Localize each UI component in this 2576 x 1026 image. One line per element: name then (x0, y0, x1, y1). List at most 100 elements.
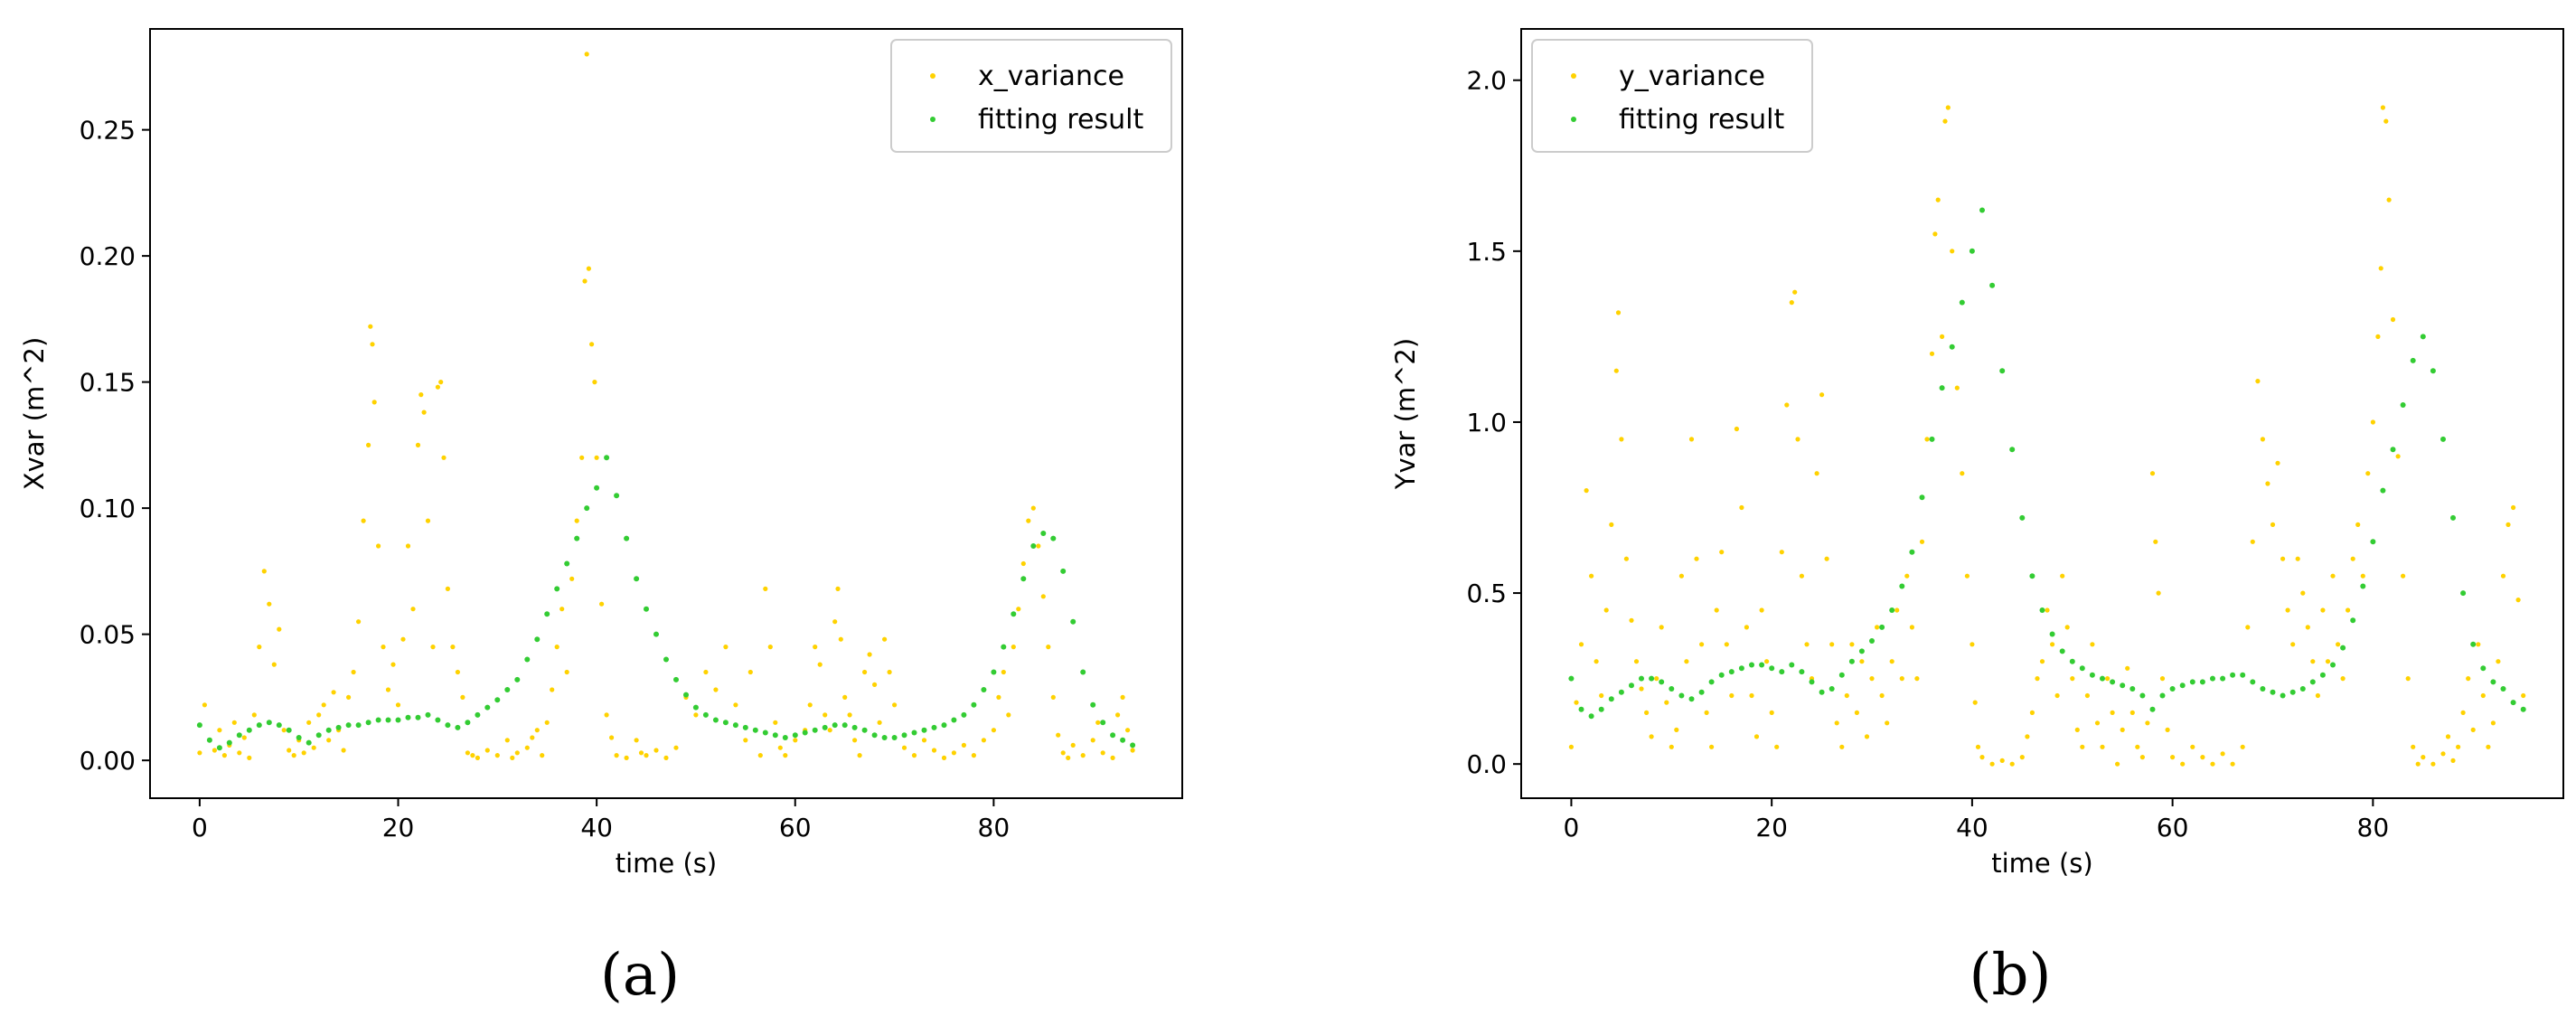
data-point (306, 720, 312, 725)
data-point (2009, 447, 2016, 453)
data-point (326, 738, 332, 743)
data-point (202, 702, 207, 708)
data-point (604, 712, 609, 718)
data-point (2456, 744, 2461, 749)
data-point (1070, 618, 1076, 625)
y-axis-label: Xvar (m^2) (19, 337, 50, 491)
data-point (1066, 755, 1071, 761)
data-point (1909, 549, 1915, 555)
data-point (2039, 659, 2045, 664)
data-point (1708, 679, 1715, 685)
data-point (2240, 672, 2246, 678)
data-point (817, 662, 823, 667)
data-point (584, 52, 589, 57)
data-point (2295, 556, 2300, 561)
data-point (544, 720, 550, 725)
data-point (2290, 642, 2296, 647)
data-point (1864, 734, 1870, 739)
data-point (2340, 676, 2346, 682)
data-point (2440, 436, 2446, 442)
data-point (534, 728, 540, 733)
data-point (2500, 573, 2506, 579)
data-point (2370, 419, 2375, 425)
data-point (1792, 289, 1798, 295)
data-point (325, 727, 332, 733)
data-point (2350, 617, 2356, 624)
data-point (425, 711, 431, 718)
y-tick-label: 0.5 (1466, 579, 1507, 608)
data-point (877, 720, 882, 725)
data-point (961, 711, 967, 718)
data-point (653, 631, 659, 637)
legend-marker (930, 117, 935, 122)
data-point (1578, 642, 1584, 647)
data-point (823, 712, 828, 718)
data-point (2400, 402, 2406, 408)
data-point (2064, 625, 2070, 630)
data-point (2255, 379, 2261, 384)
data-point (2265, 481, 2270, 486)
data-point (1011, 645, 1016, 650)
x-tick-label: 0 (1564, 813, 1580, 842)
y-tick-label: 0.00 (80, 746, 136, 776)
data-point (1914, 676, 1920, 682)
data-point (1608, 696, 1614, 702)
data-point (2411, 744, 2416, 749)
data-point (722, 720, 729, 726)
data-point (415, 442, 421, 447)
data-point (2100, 744, 2105, 749)
data-point (1935, 197, 1941, 202)
data-point (862, 669, 868, 675)
data-point (663, 656, 669, 663)
data-point (2115, 761, 2120, 767)
data-point (1819, 689, 1825, 695)
data-point (2149, 471, 2156, 476)
data-point (2105, 676, 2111, 682)
data-point (981, 687, 987, 692)
data-point (703, 669, 709, 675)
data-point (2025, 734, 2030, 739)
data-point (1789, 662, 1795, 668)
data-point (267, 601, 272, 607)
data-point (1664, 700, 1669, 705)
data-point (237, 750, 242, 756)
data-point (2054, 692, 2060, 699)
x-tick-label: 0 (192, 813, 208, 842)
data-point (1728, 669, 1735, 675)
data-point (1954, 385, 1960, 391)
data-point (2089, 672, 2095, 678)
data-point (2395, 454, 2401, 459)
data-point (2450, 758, 2456, 764)
data-point (1848, 658, 1855, 664)
data-point (276, 722, 282, 729)
data-point (286, 727, 292, 733)
data-point (277, 626, 282, 632)
data-point (579, 455, 585, 460)
data-point (1684, 659, 1689, 664)
data-point (1769, 710, 1774, 716)
data-point (693, 712, 699, 718)
data-point (1578, 706, 1584, 712)
data-point (2179, 682, 2186, 689)
data-point (634, 576, 640, 582)
x-tick-label: 20 (382, 813, 415, 842)
data-point (236, 732, 242, 739)
data-point (2199, 679, 2205, 685)
data-point (1609, 522, 1614, 528)
data-point (921, 727, 927, 733)
data-point (1568, 675, 1575, 682)
data-point (842, 694, 848, 701)
data-point (757, 753, 763, 758)
data-point (530, 735, 535, 740)
y-tick-label: 2.0 (1466, 66, 1507, 96)
data-point (1080, 669, 1086, 675)
data-point (421, 409, 427, 415)
data-point (2210, 761, 2215, 767)
data-point (1688, 437, 1695, 442)
data-point (1659, 679, 1665, 685)
data-point (882, 636, 888, 642)
data-point (673, 745, 679, 750)
data-point (1699, 642, 1705, 647)
data-point (1940, 334, 1945, 339)
data-point (1838, 672, 1845, 678)
